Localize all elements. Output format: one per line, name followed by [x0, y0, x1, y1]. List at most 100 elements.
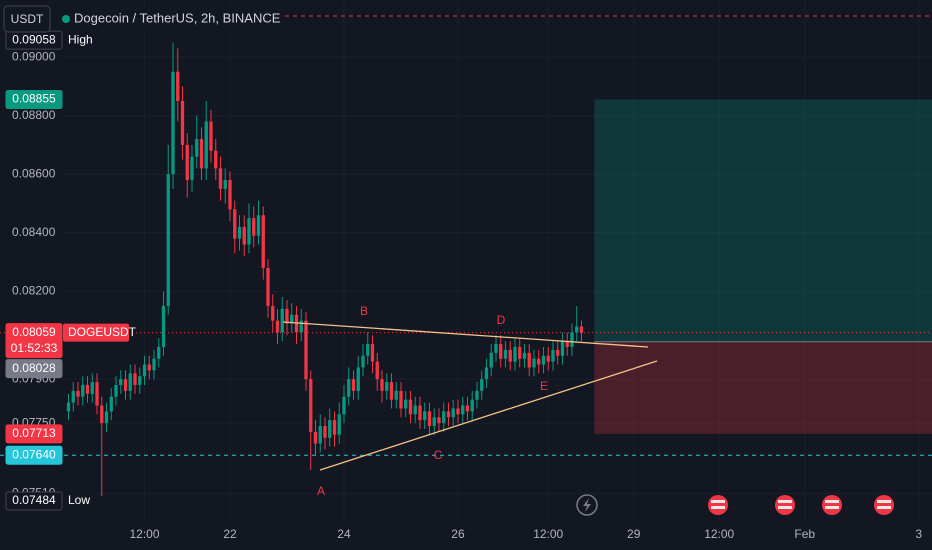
- lower-trendline: [319, 360, 658, 471]
- candle-body: [423, 411, 427, 421]
- flag-icon[interactable]: [775, 495, 795, 515]
- candle-body: [408, 399, 413, 415]
- flag-stripe: [877, 506, 891, 509]
- candle-body: [399, 390, 403, 409]
- flag-icon[interactable]: [874, 495, 894, 515]
- wave-label: A: [317, 484, 325, 498]
- upper-trendline: [282, 321, 649, 348]
- x-tick-label: 3: [915, 527, 922, 541]
- candle-body: [185, 144, 189, 181]
- price-label-box: [5, 359, 63, 379]
- candle-body: [266, 267, 270, 306]
- price-scale: 12:00 22 24 26 12:00 29 12:00 Feb 3 0.09000 0.0880…: [5, 30, 922, 541]
- candle-body: [157, 346, 161, 359]
- candle-body: [76, 390, 80, 397]
- candle-body: [237, 226, 242, 239]
- legend-bg: [62, 8, 282, 30]
- candle-body: [461, 405, 465, 415]
- x-tick-label: 26: [451, 527, 465, 541]
- candle-body: [313, 431, 318, 444]
- candle-body: [480, 379, 484, 391]
- candle-body: [541, 355, 546, 365]
- candle-body: [199, 139, 204, 169]
- event-icons: [576, 494, 894, 516]
- candle-body: [285, 308, 289, 324]
- candle-body: [375, 361, 379, 380]
- candle-body: [66, 402, 71, 412]
- candle-body: [166, 174, 170, 306]
- candle-body: [537, 358, 541, 365]
- candle-body: [337, 414, 341, 435]
- x-tick-label: 29: [627, 527, 641, 541]
- candle-body: [71, 390, 75, 403]
- candle-body: [579, 326, 584, 333]
- x-tick-label: 22: [223, 527, 237, 541]
- flag-stripe: [877, 500, 891, 503]
- candle-body: [503, 349, 508, 359]
- candle-body: [570, 332, 574, 347]
- candle-body: [332, 420, 337, 435]
- candle-body: [271, 305, 275, 321]
- flag-stripe: [711, 506, 725, 509]
- x-tick-label: 24: [337, 527, 351, 541]
- wave-label: D: [497, 313, 506, 327]
- price-label-text: DOGEUSDT: [68, 325, 137, 339]
- flag-stripes: [711, 500, 891, 509]
- candle-body: [123, 379, 128, 391]
- candle-body: [323, 426, 327, 438]
- candle-body: [465, 405, 470, 412]
- candle-body: [233, 209, 237, 239]
- candle-body: [104, 411, 109, 424]
- candle-body: [100, 405, 104, 424]
- x-tick-label: 12:00: [129, 527, 159, 541]
- candle-body: [475, 390, 479, 400]
- candle-body: [218, 168, 223, 189]
- candle-body: [242, 226, 246, 245]
- candle-body: [95, 382, 99, 406]
- candle-body: [214, 150, 218, 169]
- candle-body: [361, 355, 365, 368]
- wave-label: E: [540, 379, 548, 393]
- candle-body: [380, 379, 384, 391]
- price-label: 0.08059: [12, 325, 56, 339]
- y-tick-label: 0.08400: [12, 225, 56, 239]
- candle-body: [432, 417, 436, 427]
- price-label-text: Low: [68, 493, 90, 507]
- lightning-icon[interactable]: [576, 494, 598, 516]
- lightning-glyph: [583, 498, 591, 512]
- candle-body: [171, 71, 175, 175]
- candle-body: [180, 101, 185, 145]
- candle-body: [518, 346, 522, 359]
- price-label: 0.08028: [12, 361, 56, 375]
- wave-label: C: [434, 448, 443, 462]
- candle-body: [176, 71, 180, 102]
- chart-title: Dogecoin / TetherUS, 2h, BINANCE: [74, 10, 281, 25]
- candle-body: [328, 420, 332, 438]
- candle-body: [228, 180, 232, 210]
- status-dot: [62, 15, 70, 23]
- candle-body: [90, 382, 94, 394]
- flag-stripe: [825, 506, 839, 509]
- candles: [66, 42, 584, 497]
- candle-body: [451, 408, 455, 418]
- currency-button[interactable]: [3, 5, 51, 33]
- candle-body: [261, 215, 265, 268]
- candle-body: [275, 320, 280, 333]
- candle-body: [499, 344, 503, 359]
- flag-icon[interactable]: [822, 495, 842, 515]
- candle-body: [109, 396, 113, 412]
- candle-body: [356, 367, 360, 391]
- candle-body: [575, 326, 579, 333]
- candle-body: [223, 180, 227, 189]
- price-label-tag: [63, 491, 94, 510]
- candle-body: [413, 405, 417, 415]
- flag-icon[interactable]: [708, 495, 728, 515]
- flag-stripe: [778, 500, 792, 503]
- price-label-tag: [63, 323, 129, 342]
- candle-body: [347, 379, 351, 397]
- x-tick-label: 12:00: [533, 527, 563, 541]
- candle-body: [385, 382, 389, 391]
- candle-body: [351, 379, 356, 391]
- candle-body: [195, 139, 199, 157]
